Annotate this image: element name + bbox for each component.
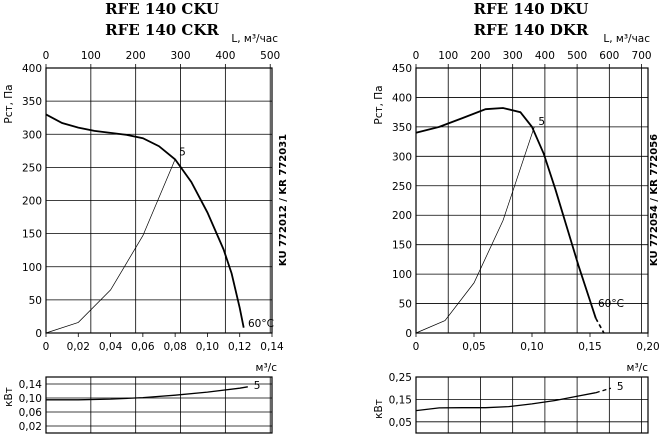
chart-left-title-line-2: RFE 140 CKR	[105, 21, 219, 39]
chart-right-x-tick-label: 0,10	[520, 341, 543, 353]
chart-left-main-plot: 0 100 200 300 400 500050100150200250300350400…	[22, 50, 284, 353]
chart-right-model-codes: KU 772054 / KR 772056	[649, 134, 660, 266]
chart-left-power-frame	[45, 376, 273, 434]
chart-left-power-tick-label: 0,14	[19, 379, 43, 391]
chart-right-y-tick-label: 50	[399, 299, 412, 311]
chart-right-y-tick-label: 300	[392, 151, 412, 163]
chart-right-top-tick-label: 700	[632, 50, 652, 62]
chart-right-power-tick-label: 0,15	[389, 394, 412, 406]
chart-left-top-tick-label: 300	[171, 50, 191, 62]
chart-right: RFE 140 DKU RFE 140 DKR L, м³/час Pст, П…	[373, 0, 660, 434]
chart-left-y-tick-label: 0	[35, 328, 42, 340]
chart-left-x-tick-label: 0,14	[260, 341, 284, 353]
chart-right-y-axis-label: Pст, Па	[373, 85, 385, 124]
chart-left-top-tick-label: 100	[81, 50, 101, 62]
chart-left-y-tick-label: 100	[22, 262, 42, 274]
chart-right-temp-label: 60°C	[598, 298, 624, 310]
chart-left-power-tick-label: 0,02	[19, 421, 42, 433]
chart-left-x-tick-label: 0,08	[163, 341, 186, 353]
chart-right-power-series-extrapolated	[595, 387, 612, 394]
chart-left-x-tick-label: 0,02	[67, 341, 90, 353]
chart-right-power-curve-label: 5	[617, 381, 624, 393]
chart-right-top-tick-label: 0	[413, 50, 420, 62]
chart-left-y-tick-label: 150	[22, 229, 42, 241]
chart-right-y-tick-label: 0	[405, 328, 412, 340]
chart-right-power-tick-label: 0,05	[389, 417, 412, 429]
chart-left-y-tick-label: 350	[22, 96, 42, 108]
chart-right-power-plot: 0,25 0,15 0,05 5	[389, 372, 649, 434]
chart-left-temp-label: 60°C	[248, 318, 274, 330]
chart-right-x-tick-label: 0,20	[636, 341, 659, 353]
chart-left-top-tick-label: 500	[260, 50, 280, 62]
chart-left-x-tick-label: 0	[43, 341, 50, 353]
chart-right-curve-label: 5	[538, 116, 545, 128]
chart-right-title-line-2: RFE 140 DKR	[474, 21, 589, 39]
chart-right-top-tick-label: 500	[567, 50, 587, 62]
chart-left-curve-label: 5	[179, 146, 186, 158]
chart-right-y-tick-label: 150	[392, 240, 412, 252]
chart-left-x-tick-label: 0,04	[99, 341, 123, 353]
chart-right-plot-frame	[415, 67, 649, 334]
chart-left-y-tick-label: 50	[29, 295, 42, 307]
chart-right-x-tick-label: 0,15	[578, 341, 601, 353]
chart-right-power-series	[415, 392, 596, 412]
chart-right-top-axis-label: L, м³/час	[603, 33, 650, 45]
chart-left-y-tick-label: 250	[22, 162, 42, 174]
chart-left-y-tick-label: 200	[22, 196, 42, 208]
chart-left-model-codes: KU 772012 / KR 772031	[278, 134, 289, 266]
chart-right-y-tick-label: 350	[392, 122, 412, 134]
chart-left-y-tick-label: 300	[22, 129, 42, 141]
chart-right-top-tick-label: 200	[470, 50, 490, 62]
chart-right-top-tick-label: 600	[599, 50, 619, 62]
chart-left-top-tick-label: 0	[43, 50, 50, 62]
chart-left-power-axis-label: кВт	[3, 387, 15, 407]
chart-right-x-tick-label: 0,05	[462, 341, 485, 353]
chart-left-y-axis-label: Pст, Па	[3, 84, 15, 123]
chart-right-y-tick-label: 400	[392, 92, 412, 104]
chart-left-top-axis-label: L, м³/час	[231, 33, 278, 45]
chart-left: RFE 140 CKU RFE 140 CKR L, м³/час Pст, П…	[3, 0, 289, 434]
chart-right-y-tick-label: 250	[392, 181, 412, 193]
chart-left-top-tick-label: 200	[126, 50, 146, 62]
chart-left-power-tick-label: 0,06	[19, 407, 43, 419]
chart-left-power-tick-label: 0,10	[19, 393, 42, 405]
chart-left-title-line-1: RFE 140 CKU	[105, 0, 219, 18]
chart-left-x-unit: м³/с	[256, 362, 278, 374]
chart-left-series-5	[45, 113, 245, 328]
chart-right-power-axis-label: кВт	[373, 399, 385, 419]
chart-left-power-series	[46, 386, 248, 401]
chart-left-power-curve-label: 5	[254, 380, 261, 392]
chart-right-power-tick-label: 0,25	[389, 372, 412, 384]
chart-left-x-tick-label: 0,10	[196, 341, 219, 353]
chart-left-series-system-curve	[45, 159, 176, 334]
chart-right-top-tick-label: 400	[535, 50, 555, 62]
chart-left-x-tick-label: 0,12	[228, 341, 251, 353]
chart-left-power-plot: 0,14 0,10 0,06 0,02 5	[19, 376, 273, 434]
chart-right-title-line-1: RFE 140 DKU	[474, 0, 589, 18]
chart-right-y-tick-label: 200	[392, 210, 412, 222]
chart-right-power-frame	[415, 376, 649, 434]
chart-left-y-tick-label: 400	[22, 63, 42, 75]
chart-right-series-5	[415, 107, 597, 319]
chart-right-series-system-curve	[415, 126, 535, 334]
chart-right-top-tick-label: 100	[438, 50, 458, 62]
chart-right-y-tick-label: 100	[392, 269, 412, 281]
chart-left-plot-frame	[45, 67, 273, 334]
chart-left-x-tick-label: 0,06	[131, 341, 155, 353]
chart-right-x-unit: м³/с	[627, 362, 649, 374]
chart-left-top-tick-label: 400	[215, 50, 235, 62]
chart-right-top-tick-label: 300	[503, 50, 523, 62]
chart-right-x-tick-label: 0	[413, 341, 420, 353]
chart-right-main-plot: 0 100 200 300 400 500 600 700050100150200250300…	[392, 50, 660, 353]
chart-right-y-tick-label: 450	[392, 63, 412, 75]
chart-right-series-5-extrapolated	[595, 317, 605, 334]
